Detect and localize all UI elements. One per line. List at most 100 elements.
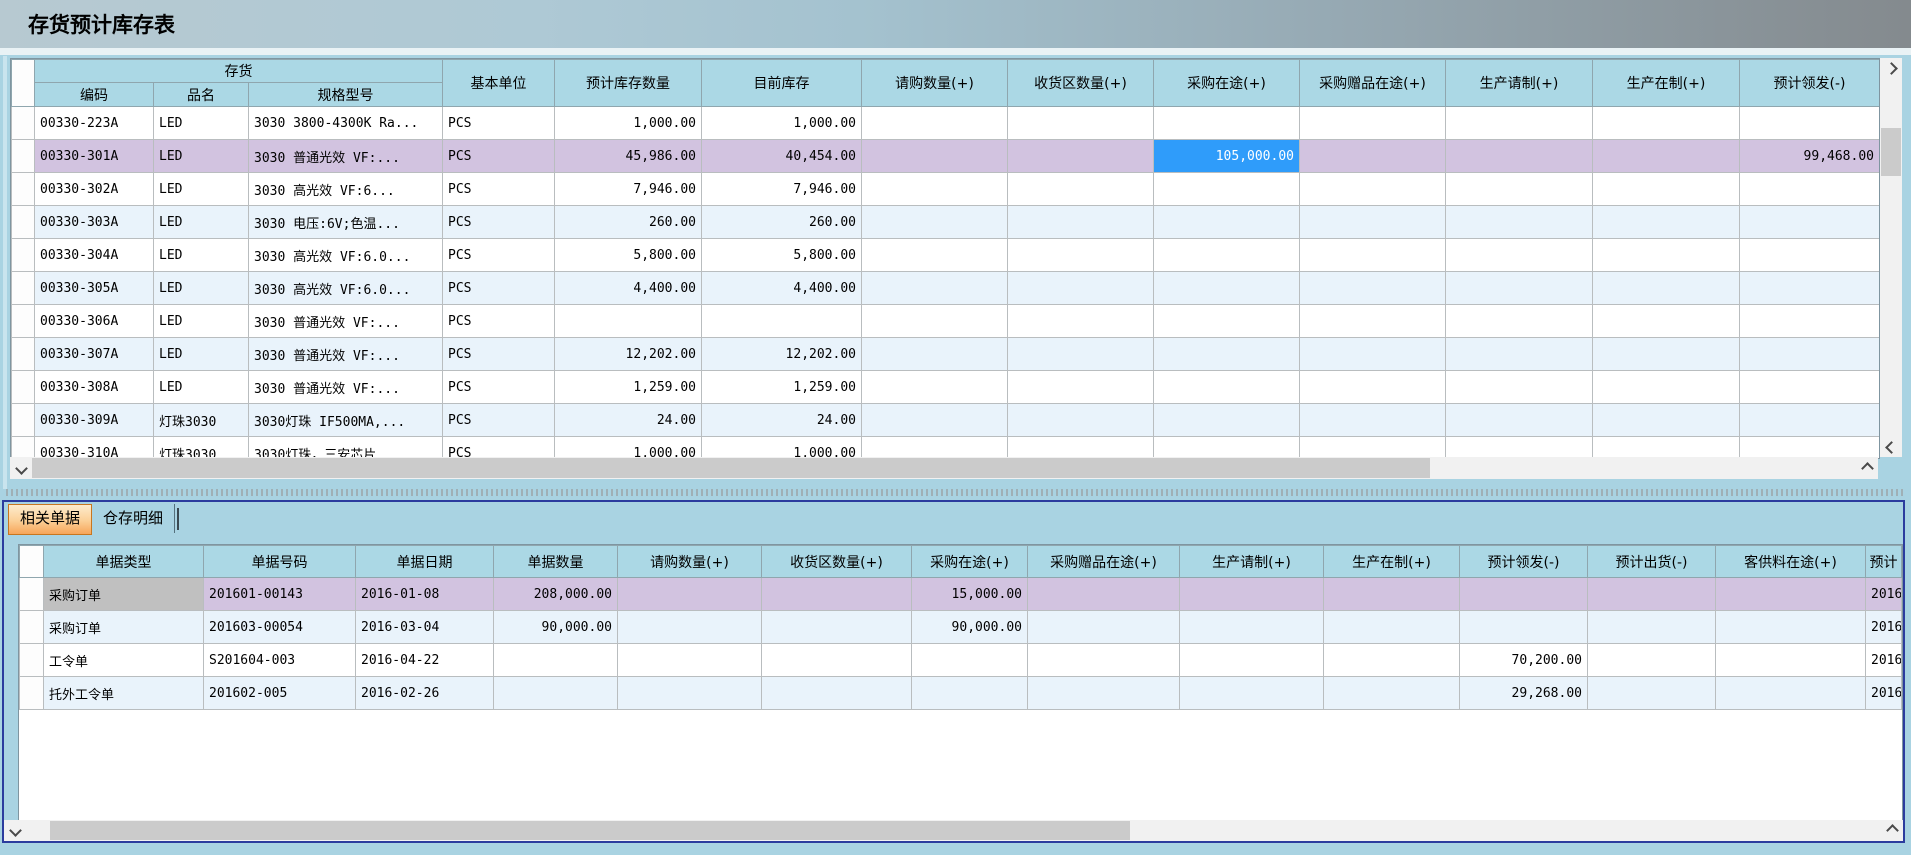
row-selector[interactable] (11, 106, 35, 140)
cell-qty_req[interactable] (861, 238, 1008, 272)
cell-qty_po[interactable] (1153, 370, 1300, 404)
row-selector[interactable] (11, 337, 35, 371)
table-row[interactable]: 00330-304A LED 3030 高光效 VF:6.0... PCS 5,800.… (11, 238, 1879, 272)
cell-spec[interactable]: 3030 普通光效 VF:... (248, 370, 443, 404)
cell-qty_req[interactable] (861, 370, 1008, 404)
cell-qty_preq[interactable] (1179, 643, 1324, 677)
cell-qty_recv[interactable] (1007, 172, 1154, 206)
cell-unit[interactable]: PCS (442, 337, 555, 371)
cell-qty_po[interactable] (1153, 205, 1300, 239)
tab-warehouse-detail[interactable]: 仓存明细 (92, 504, 176, 533)
cell-spec[interactable]: 3030灯珠 IF500MA,... (248, 403, 443, 437)
cell-qty_preq[interactable] (1445, 205, 1593, 239)
cell-unit[interactable]: PCS (442, 304, 555, 338)
cell-qty_issue[interactable] (1459, 577, 1588, 611)
cell-doc_date[interactable]: 2016-02-26 (355, 676, 494, 710)
cell-qty_req[interactable] (617, 577, 762, 611)
table-row[interactable]: 00330-306A LED 3030 普通光效 VF:... PCS (11, 304, 1879, 338)
cell-unit[interactable]: PCS (442, 271, 555, 305)
cell-qty_po[interactable] (1153, 238, 1300, 272)
cell-qty_req[interactable] (617, 610, 762, 644)
cell-qty_recv[interactable] (1007, 403, 1154, 437)
cell-qty_issue[interactable] (1739, 238, 1879, 272)
cell-doc_type[interactable]: 采购订单 (43, 577, 204, 611)
cell-spec[interactable]: 3030 高光效 VF:6.0... (248, 271, 443, 305)
cell-qty_gift[interactable] (1299, 139, 1446, 173)
table-row[interactable]: 00330-309A 灯珠3030 3030灯珠 IF500MA,... PCS 24.… (11, 403, 1879, 437)
cell-unit[interactable]: PCS (442, 106, 555, 140)
cell-qty_gift[interactable] (1299, 238, 1446, 272)
cell-qty_recv[interactable] (1007, 304, 1154, 338)
cell-qty_issue[interactable] (1739, 304, 1879, 338)
cell-qty_issue[interactable] (1739, 337, 1879, 371)
cell-name[interactable]: LED (153, 139, 249, 173)
cell-qty_recv[interactable] (1007, 106, 1154, 140)
cell-qty_current[interactable] (701, 304, 862, 338)
table-row[interactable]: 采购订单 201603-00054 2016-03-04 90,000.00 90,00… (19, 610, 1902, 644)
cell-code[interactable]: 00330-301A (34, 139, 154, 173)
cell-qty_preq[interactable] (1445, 337, 1593, 371)
cell-qty_req[interactable] (861, 139, 1008, 173)
scroll-down-icon[interactable] (1880, 437, 1902, 457)
cell-name[interactable]: LED (153, 271, 249, 305)
cell-qty_req[interactable] (617, 643, 762, 677)
cell-qty_preq[interactable] (1179, 676, 1324, 710)
cell-qty_pwip[interactable] (1592, 337, 1740, 371)
table-row[interactable]: 00330-310A 灯珠3030 3030灯珠，三安芯片... PCS 1,000.0… (11, 436, 1879, 458)
cell-spec[interactable]: 3030 电压:6V;色温... (248, 205, 443, 239)
cell-code[interactable]: 00330-305A (34, 271, 154, 305)
cell-qty_current[interactable]: 12,202.00 (701, 337, 862, 371)
cell-qty_forecast[interactable]: 12,202.00 (554, 337, 702, 371)
cell-qty_req[interactable] (861, 172, 1008, 206)
cell-qty_po[interactable] (1153, 106, 1300, 140)
horizontal-scrollbar[interactable] (10, 457, 1878, 479)
cell-name[interactable]: 灯珠3030 (153, 403, 249, 437)
cell-doc_type[interactable]: 托外工令单 (43, 676, 204, 710)
cell-qty_preq[interactable] (1445, 436, 1593, 458)
cell-qty_issue[interactable] (1739, 403, 1879, 437)
cell-qty_recv[interactable] (1007, 238, 1154, 272)
cell-qty_gift[interactable] (1027, 610, 1180, 644)
cell-spec[interactable]: 3030 3800-4300K Ra... (248, 106, 443, 140)
table-row[interactable]: 00330-301A LED 3030 普通光效 VF:... PCS 45,986.0… (11, 139, 1879, 173)
cell-spec[interactable]: 3030灯珠，三安芯片... (248, 436, 443, 458)
cell-qty_gift[interactable] (1299, 370, 1446, 404)
scroll-left-icon[interactable] (4, 820, 26, 841)
cell-qty_preq[interactable] (1445, 304, 1593, 338)
cell-qty_recv[interactable] (1007, 370, 1154, 404)
cell-qty_req[interactable] (617, 676, 762, 710)
cell-qty_req[interactable] (861, 337, 1008, 371)
cell-qty_ship[interactable] (1587, 610, 1716, 644)
cell-qty_pwip[interactable] (1592, 271, 1740, 305)
cell-spec[interactable]: 3030 高光效 VF:6... (248, 172, 443, 206)
cell-qty_preq[interactable] (1445, 172, 1593, 206)
cell-qty_preq[interactable] (1179, 577, 1324, 611)
cell-code[interactable]: 00330-309A (34, 403, 154, 437)
scroll-up-icon[interactable] (1880, 58, 1902, 78)
cell-doc_type[interactable]: 采购订单 (43, 610, 204, 644)
cell-doc_no[interactable]: 201603-00054 (203, 610, 356, 644)
cell-qty_gift[interactable] (1027, 643, 1180, 677)
cell-unit[interactable]: PCS (442, 370, 555, 404)
cell-name[interactable]: LED (153, 205, 249, 239)
row-selector[interactable] (11, 238, 35, 272)
cell-qty_cust[interactable] (1715, 610, 1866, 644)
cell-qty_preq[interactable] (1445, 139, 1593, 173)
cell-qty_gift[interactable] (1299, 304, 1446, 338)
cell-qty_pwip[interactable] (1592, 436, 1740, 458)
cell-qty_recv[interactable] (1007, 139, 1154, 173)
scroll-left-icon[interactable] (10, 457, 32, 479)
cell-qty_forecast[interactable]: 260.00 (554, 205, 702, 239)
cell-spec[interactable]: 3030 普通光效 VF:... (248, 337, 443, 371)
row-selector[interactable] (19, 577, 44, 611)
cell-doc_date[interactable]: 2016-04-22 (355, 643, 494, 677)
cell-code[interactable]: 00330-306A (34, 304, 154, 338)
cell-doc_no[interactable]: 201601-00143 (203, 577, 356, 611)
cell-qty_current[interactable]: 24.00 (701, 403, 862, 437)
cell-qty_current[interactable]: 4,400.00 (701, 271, 862, 305)
cell-qty_gift[interactable] (1027, 676, 1180, 710)
row-selector[interactable] (11, 271, 35, 305)
vertical-scrollbar[interactable] (1880, 58, 1902, 457)
cell-code[interactable]: 00330-223A (34, 106, 154, 140)
cell-qty_issue[interactable]: 70,200.00 (1459, 643, 1588, 677)
